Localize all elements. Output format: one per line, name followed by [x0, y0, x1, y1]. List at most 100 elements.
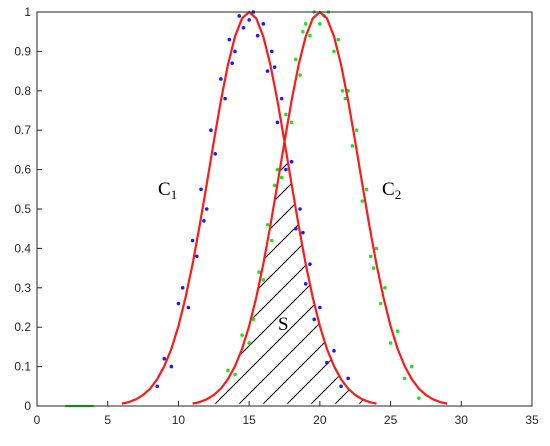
point [301, 29, 305, 34]
point [308, 33, 312, 38]
point [265, 222, 270, 227]
annotation: C2 [382, 179, 401, 202]
point [294, 57, 298, 62]
point [190, 238, 195, 243]
point [204, 207, 209, 211]
point [318, 22, 322, 26]
hatch-line [192, 141, 377, 404]
point [340, 89, 345, 93]
x-tick-label: 0 [34, 413, 41, 427]
point [354, 128, 359, 132]
y-tick-label: 0.3 [14, 281, 31, 295]
point [265, 69, 270, 73]
point [180, 286, 185, 290]
point [395, 329, 400, 333]
point [233, 49, 237, 54]
point [360, 199, 365, 203]
point [230, 61, 234, 66]
point [336, 37, 341, 42]
point [213, 152, 217, 156]
hatch-line [212, 141, 377, 404]
y-tick-label: 0.5 [14, 202, 31, 216]
point [368, 254, 373, 259]
annotation: C1 [158, 179, 177, 202]
point [223, 96, 227, 101]
point [233, 372, 237, 377]
point [162, 356, 167, 361]
y-tick-label: 1 [24, 5, 31, 19]
point [241, 25, 246, 30]
point [195, 254, 199, 259]
point [371, 266, 376, 270]
hatch-line [236, 141, 377, 404]
x-tick-label: 35 [525, 413, 539, 427]
point [261, 278, 266, 282]
point [219, 77, 223, 81]
y-tick-label: 0.6 [14, 163, 31, 177]
point [346, 376, 350, 381]
point [199, 187, 203, 192]
point [383, 286, 387, 290]
point [350, 144, 355, 148]
point [332, 349, 336, 353]
point [343, 96, 348, 101]
point [284, 112, 288, 117]
point [186, 305, 191, 310]
point [284, 167, 288, 172]
point [289, 159, 294, 164]
point [155, 384, 160, 389]
point [332, 49, 336, 54]
y-tick-label: 0.4 [14, 241, 31, 255]
y-tick-label: 0.1 [14, 360, 31, 374]
point [374, 246, 379, 251]
point [202, 219, 206, 223]
hatch-line [192, 141, 377, 404]
point [257, 270, 261, 274]
point [209, 128, 213, 132]
point [240, 333, 244, 337]
y-tick-label: 0 [24, 399, 31, 413]
x-tick-label: 25 [384, 413, 398, 427]
point [298, 73, 302, 77]
point [227, 37, 232, 42]
point [275, 167, 280, 172]
point [289, 120, 294, 125]
point [275, 120, 280, 125]
x-tick-label: 5 [104, 413, 111, 427]
point [388, 341, 393, 345]
point [409, 364, 414, 369]
point [378, 301, 383, 306]
point [417, 396, 421, 400]
y-tick-label: 0.8 [14, 84, 31, 98]
point [269, 49, 274, 54]
annotation: S [278, 314, 289, 335]
point [247, 18, 251, 22]
point [272, 65, 277, 69]
point [402, 376, 407, 381]
point [176, 301, 181, 306]
x-tick-label: 20 [313, 413, 327, 427]
point [169, 364, 174, 369]
point [312, 317, 317, 322]
point [298, 207, 302, 211]
y-tick-label: 0.2 [14, 320, 31, 334]
point [226, 368, 230, 373]
point [308, 262, 312, 266]
x-tick-label: 30 [455, 413, 469, 427]
point [255, 33, 260, 38]
x-tick-label: 15 [242, 413, 256, 427]
point [279, 96, 284, 101]
point [261, 22, 266, 26]
plot-area [37, 12, 532, 406]
y-tick-label: 0.7 [14, 123, 31, 137]
point [364, 187, 369, 192]
point [318, 305, 322, 310]
x-tick-label: 10 [172, 413, 186, 427]
point [325, 360, 329, 365]
point [251, 317, 256, 322]
point [279, 175, 284, 180]
point [294, 226, 298, 231]
point [269, 238, 274, 243]
